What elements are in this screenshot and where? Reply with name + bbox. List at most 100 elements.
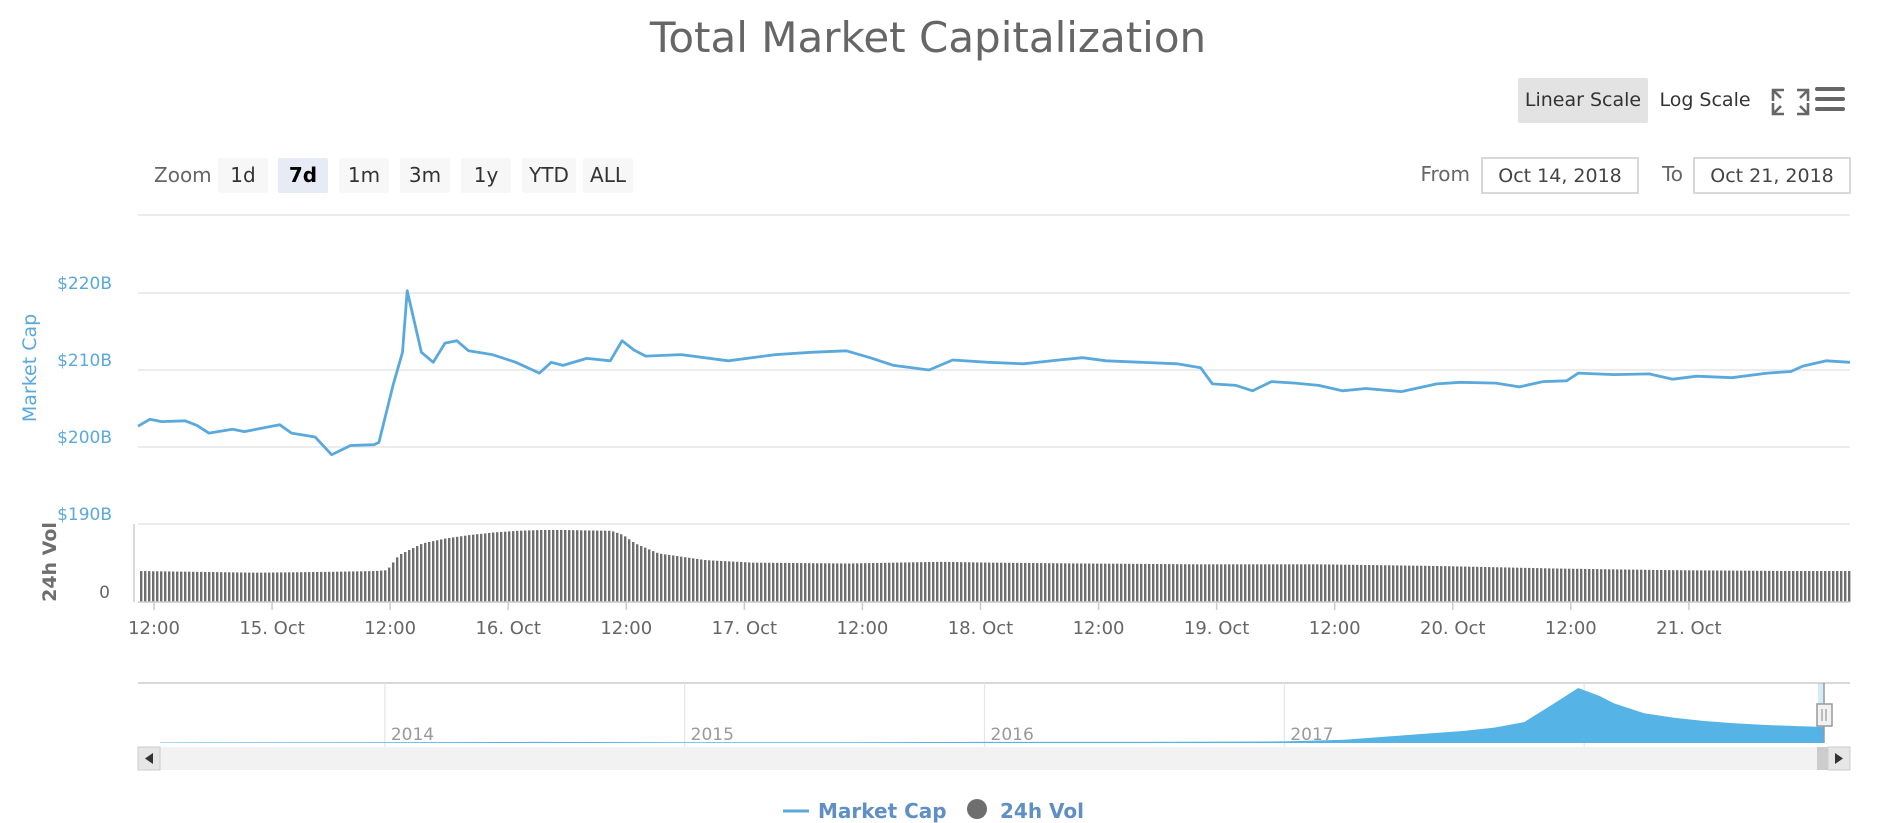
volume-bars [140, 530, 1851, 602]
volume-bar [1052, 563, 1055, 602]
volume-bar [712, 560, 715, 602]
legend-label-24h-vol: 24h Vol [1000, 799, 1084, 823]
volume-bar [652, 551, 655, 602]
volume-bar [1240, 564, 1243, 602]
volume-bar [268, 572, 271, 602]
volume-bar [1536, 568, 1539, 602]
to-date-input[interactable]: Oct 21, 2018 [1693, 157, 1851, 194]
volume-bar [528, 530, 531, 602]
volume-bar [180, 571, 183, 602]
zoom-button-1m[interactable]: 1m [339, 158, 389, 193]
legend-label-market-cap: Market Cap [818, 799, 947, 823]
volume-bar [728, 561, 731, 602]
volume-bar [1520, 567, 1523, 602]
scrollbar[interactable] [137, 746, 1851, 771]
volume-bar [380, 570, 383, 602]
volume-bar [1260, 564, 1263, 602]
linear-scale-button[interactable]: Linear Scale [1518, 78, 1648, 123]
volume-bar [1172, 564, 1175, 602]
scroll-right-button[interactable] [1827, 746, 1851, 771]
volume-bar [1392, 565, 1395, 602]
y-tick-label: $210B [57, 351, 112, 371]
volume-bar [464, 535, 467, 602]
volume-bar [1836, 571, 1839, 602]
zoom-button-ytd[interactable]: YTD [522, 158, 576, 193]
volume-bar [684, 557, 687, 602]
volume-bar [944, 561, 947, 602]
volume-bar [324, 571, 327, 602]
volume-bar [1284, 564, 1287, 602]
volume-bar [952, 562, 955, 602]
scroll-left-button[interactable] [137, 746, 161, 771]
volume-bar [1628, 569, 1631, 602]
market-cap-line [137, 289, 1851, 457]
volume-bar [1692, 570, 1695, 602]
volume-bar [1268, 564, 1271, 602]
volume-bar [676, 556, 679, 602]
volume-bar [548, 530, 551, 602]
volume-bar [956, 562, 959, 602]
volume-bar [1444, 566, 1447, 602]
zoom-label: Zoom [154, 163, 212, 187]
volume-bar [308, 572, 311, 602]
zoom-button-1d[interactable]: 1d [218, 158, 268, 193]
volume-bar [1680, 570, 1683, 602]
volume-bar [1296, 564, 1299, 602]
zoom-button-1y[interactable]: 1y [461, 158, 511, 193]
volume-bar [1792, 571, 1795, 602]
volume-bar [1516, 567, 1519, 602]
x-tick-label: 19. Oct [1184, 618, 1249, 639]
volume-bar [912, 562, 915, 602]
volume-bar [1108, 563, 1111, 602]
volume-bar [932, 561, 935, 602]
from-date-input[interactable]: Oct 14, 2018 [1481, 157, 1639, 194]
volume-bar [1076, 563, 1079, 602]
volume-bar [776, 562, 779, 602]
volume-bar [980, 562, 983, 602]
volume-bar [224, 572, 227, 602]
fullscreen-icon[interactable] [1771, 88, 1810, 116]
volume-bar [948, 561, 951, 602]
volume-bar [1356, 564, 1359, 602]
log-scale-button[interactable]: Log Scale [1655, 78, 1755, 123]
volume-bar [520, 530, 523, 602]
volume-bar [1328, 564, 1331, 602]
volume-bar [1412, 565, 1415, 602]
volume-bar [444, 538, 447, 602]
volume-bar [384, 570, 387, 602]
volume-bar [1196, 564, 1199, 602]
volume-bar [664, 554, 667, 602]
volume-bar [176, 571, 179, 602]
volume-bar [1200, 564, 1203, 602]
zoom-button-7d[interactable]: 7d [278, 158, 328, 193]
navigator-handle[interactable] [1816, 683, 1833, 743]
volume-bar [808, 563, 811, 602]
zoom-button-3m[interactable]: 3m [400, 158, 450, 193]
legend-item-market-cap[interactable]: Market Cap [783, 799, 947, 823]
volume-bar [1768, 570, 1771, 602]
volume-bar [616, 532, 619, 602]
menu-icon[interactable] [1815, 87, 1845, 111]
legend-circle-icon [967, 799, 987, 819]
volume-bar [1436, 565, 1439, 602]
volume-bar [1348, 564, 1351, 602]
legend-item-24h-vol[interactable]: 24h Vol [967, 799, 1084, 823]
scrollbar-thumb[interactable] [1817, 747, 1829, 770]
volume-bar [1732, 570, 1735, 602]
volume-bar [1312, 564, 1315, 602]
volume-bar [296, 572, 299, 602]
volume-bar [760, 562, 763, 602]
volume-bar [1464, 566, 1467, 602]
volume-bar [1448, 566, 1451, 602]
zoom-button-all[interactable]: ALL [583, 158, 633, 193]
volume-bar [1048, 563, 1051, 602]
navigator[interactable]: 20142015201620172018 [138, 682, 1850, 747]
volume-bar [1700, 570, 1703, 602]
volume-bar [1360, 564, 1363, 602]
scrollbar-track[interactable] [138, 747, 1850, 770]
volume-bar [752, 562, 755, 602]
volume-bar [672, 555, 675, 602]
x-axis-labels: 12:00 15. Oct 12:00 16. Oct 12:00 17. Oct 12:0… [128, 602, 1722, 639]
zoom-button-label: 3m [409, 163, 441, 187]
volume-bar [820, 563, 823, 602]
